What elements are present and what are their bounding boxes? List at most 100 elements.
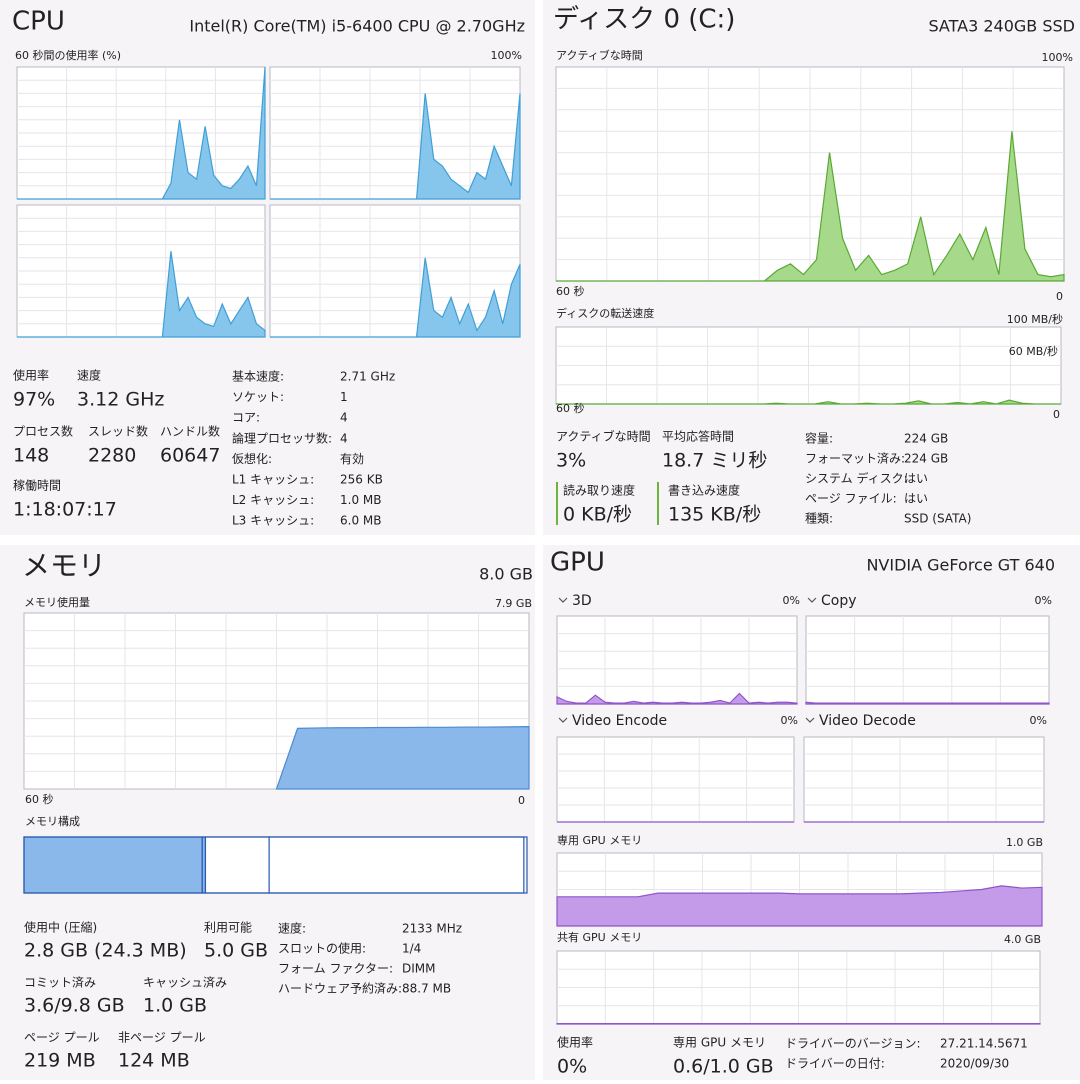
stat-value: 148 [13,445,49,467]
engine-value: 0% [783,594,800,607]
detail-value: SSD (SATA) [904,512,971,526]
graph-frame [557,737,794,822]
stat-value: 219 MB [24,1050,96,1072]
detail-label: L3 キャッシュ: [232,514,314,528]
graph-max: 100% [1042,51,1073,64]
stat-value: 5.0 GB [204,940,268,962]
graph-label: 共有 GPU メモリ [557,930,642,944]
stat-label: 使用率 [557,1035,593,1050]
graph-frame [806,616,1049,704]
stat-value: 0% [557,1056,587,1078]
stat-label: 平均応答時間 [662,429,734,444]
detail-label: ドライバーのバージョン: [785,1037,921,1051]
stat-value: 1:18:07:17 [13,499,117,521]
stat-label: 専用 GPU メモリ [673,1036,766,1050]
engine-value: 0% [1035,594,1052,607]
stat-label: 使用率 [13,368,49,383]
model: Intel(R) Core(TM) i5-6400 CPU @ 2.70GHz [189,17,525,36]
graph-max: 4.0 GB [1004,933,1041,946]
engine-name: 3D [572,593,592,609]
stat-value: 2.8 GB (24.3 MB) [24,940,187,962]
engine-value: 0% [781,714,798,727]
detail-label: 基本速度: [232,369,284,384]
detail-label: 容量: [805,431,833,446]
model: 8.0 GB [479,565,533,584]
stat-label: 速度 [77,368,101,383]
detail-value: 2.71 GHz [340,370,395,384]
detail-value: 88.7 MB [402,982,451,996]
detail-value: 27.21.14.5671 [940,1037,1028,1051]
graph-max: 1.0 GB [1006,836,1043,849]
detail-label: スロットの使用: [278,941,366,956]
detail-label: システム ディスク: [805,471,908,486]
detail-value: 1/4 [402,942,421,956]
composition-segment [269,837,524,893]
stat-label: スレッド数 [88,424,148,439]
stat-label: 読み取り速度 [563,483,635,498]
detail-label: フォーム ファクター: [278,962,393,976]
stat-label: 利用可能 [204,921,252,935]
stat-label: キャッシュ済み [143,975,227,990]
stat-label: 書き込み速度 [668,483,740,498]
graph-label: ディスクの転送速度 [556,306,654,320]
stat-value: 60647 [160,445,220,467]
engine-name: Copy [821,593,857,609]
axis-label: 0 [1056,290,1063,303]
detail-label: フォーマット済み: [805,451,905,466]
detail-value: 6.0 MB [340,514,381,528]
graph-max: 7.9 GB [495,597,532,610]
model: NVIDIA GeForce GT 640 [866,556,1055,575]
stat-value: 97% [13,389,55,411]
engine-name: Video Decode [819,713,916,729]
detail-value: 1 [340,390,348,404]
axis-label: 0 [518,794,525,807]
detail-label: L1 キャッシュ: [232,473,314,487]
graph-frame [557,616,797,704]
graph-max: 100 MB/秒 [1007,312,1063,326]
detail-label: 仮想化: [232,451,272,466]
stat-value: 124 MB [118,1050,190,1072]
detail-value: 有効 [340,451,364,466]
engine-value: 0% [1030,714,1047,727]
panel-title: GPU [550,548,605,578]
stat-value: 135 KB/秒 [668,504,761,526]
axis-label: 60 秒 [556,284,585,298]
stat-value: 3.6/9.8 GB [24,995,125,1017]
stat-value: 3% [556,450,586,472]
stat-label: コミット済み [24,975,96,990]
detail-label: ドライバーの日付: [785,1057,885,1071]
detail-value: 224 GB [904,452,948,466]
detail-label: 論理プロセッサ数: [232,430,332,445]
stat-label: アクティブな時間 [556,429,651,444]
axis-label: 60 秒 [25,792,54,806]
graph-label: メモリ構成 [25,815,80,828]
detail-value: 2020/09/30 [940,1057,1009,1071]
composition-segment [24,837,202,893]
graph-label: 専用 GPU メモリ [557,834,642,847]
stat-label: ページ プール [24,1031,100,1045]
engine-name: Video Encode [572,713,667,729]
stat-value: 0.6/1.0 GB [673,1056,774,1078]
detail-value: はい [904,472,928,486]
detail-label: 速度: [278,921,306,936]
detail-value: 4 [340,431,348,445]
stat-label: プロセス数 [13,424,73,439]
graph-label: アクティブな時間 [556,48,643,62]
stat-value: 1.0 GB [143,995,207,1017]
stat-label: 非ページ プール [118,1031,206,1045]
graph-frame [804,737,1044,822]
panel-title: CPU [12,7,65,37]
stat-label: 稼働時間 [13,478,61,493]
axis-label: 60 秒 [556,401,585,415]
stat-label: ハンドル数 [160,424,220,439]
detail-value: 224 GB [904,432,948,446]
panel-title: ディスク 0 (C:) [553,5,735,35]
detail-value: 4 [340,411,348,425]
detail-value: はい [904,492,928,506]
detail-value: 256 KB [340,473,383,487]
detail-label: ハードウェア予約済み: [278,981,402,996]
axis-label: 0 [1053,408,1060,421]
panel-title: メモリ [22,549,106,582]
stat-label: 使用中 (圧縮) [24,920,97,935]
composition-segment [205,837,269,893]
